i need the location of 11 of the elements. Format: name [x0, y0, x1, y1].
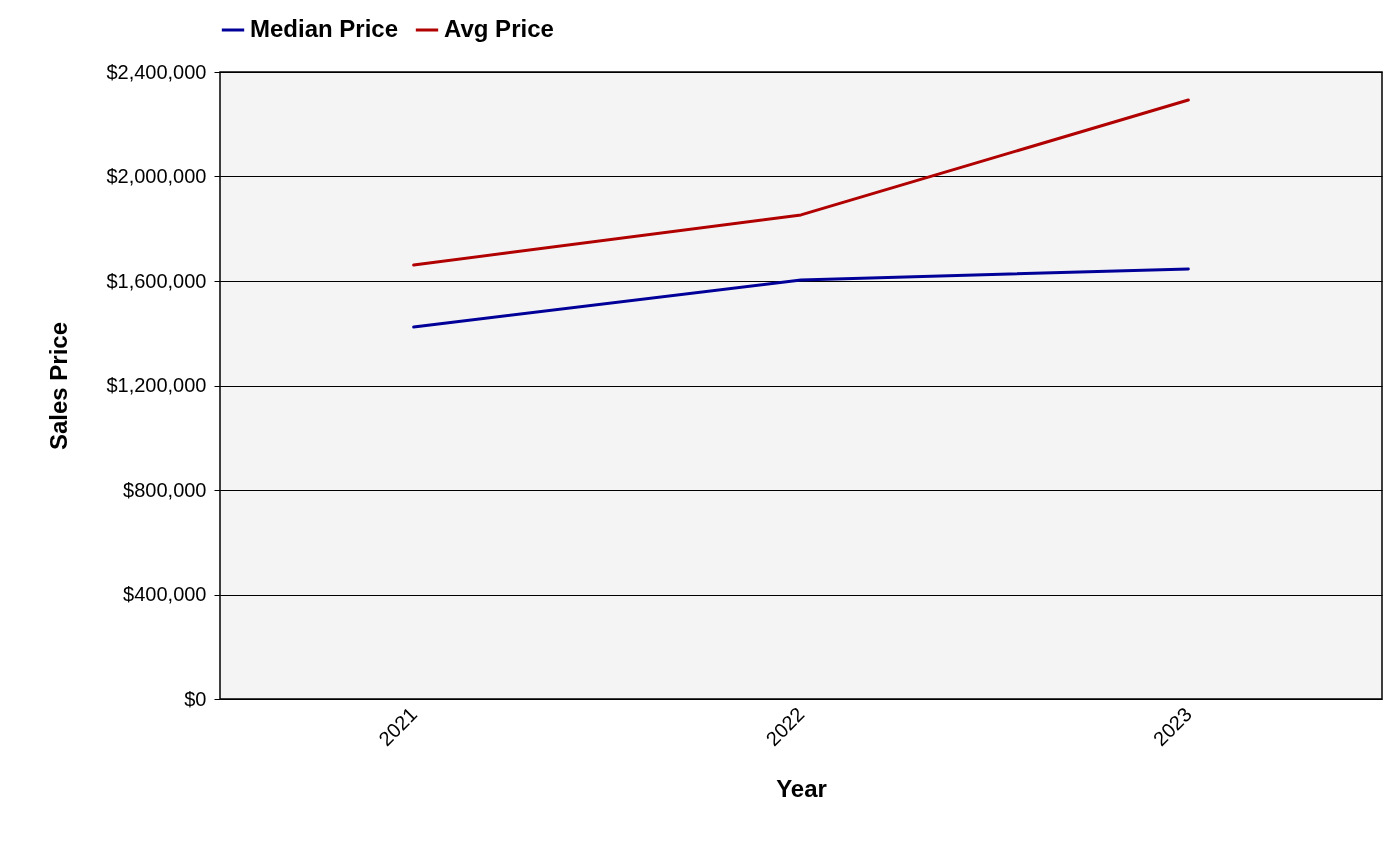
y-tick-label: $1,600,000 [106, 269, 207, 292]
y-tick-label: $400,000 [123, 583, 207, 605]
y-axis-title: Sales Price [45, 321, 73, 451]
y-tick-label: $2,000,000 [106, 165, 207, 187]
y-tick-label: $0 [184, 687, 207, 710]
x-axis-title: Year [776, 775, 827, 803]
legend-label: Median Price [250, 15, 399, 42]
y-tick-label: $1,200,000 [106, 374, 207, 396]
legend-label: Avg Price [444, 15, 554, 42]
y-tick-label: $800,000 [123, 478, 207, 501]
y-tick-label: $2,400,000 [106, 60, 207, 83]
